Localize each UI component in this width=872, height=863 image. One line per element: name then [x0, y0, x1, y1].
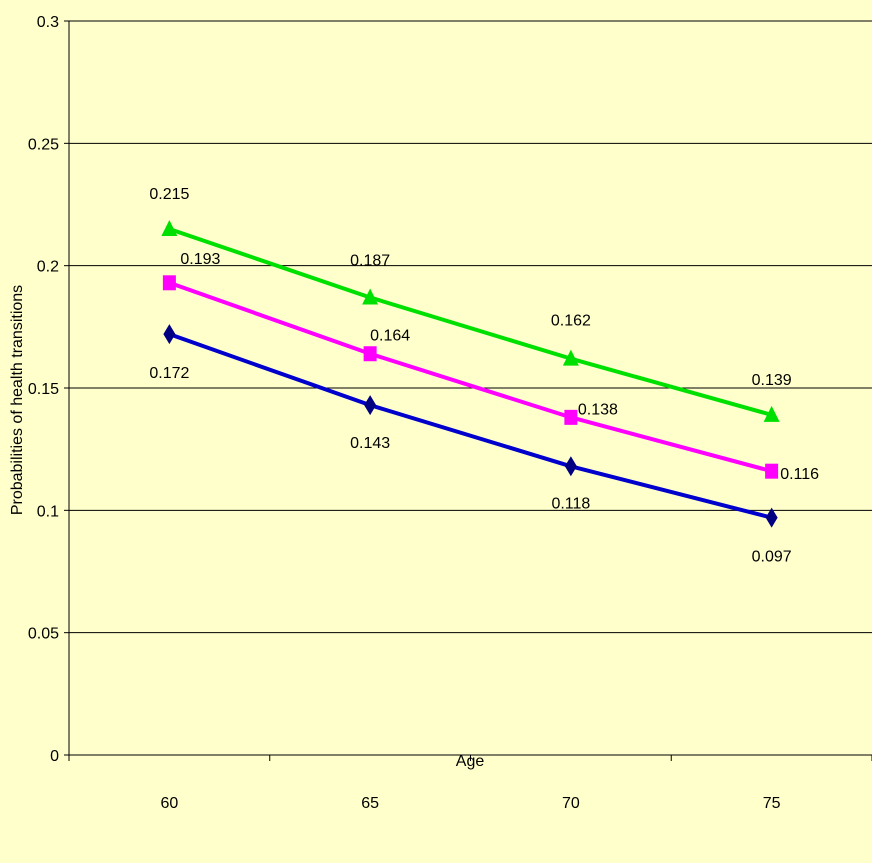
square-marker — [765, 463, 779, 479]
x-axis-title: Age — [456, 753, 485, 770]
y-tick-label: 0.15 — [28, 381, 59, 398]
data-label: 0.193 — [180, 251, 220, 268]
y-tick-label: 0.1 — [37, 503, 59, 520]
y-tick-label: 0.05 — [28, 626, 59, 643]
series-line — [168, 227, 773, 417]
data-label: 0.097 — [752, 549, 792, 566]
data-label: 0.139 — [752, 372, 792, 389]
data-label: 0.143 — [350, 435, 390, 452]
data-label: 0.164 — [370, 328, 410, 345]
data-label: 0.118 — [551, 495, 590, 512]
y-tick-label: 0.25 — [28, 136, 59, 153]
diamond-marker — [163, 324, 176, 345]
square-marker — [564, 409, 578, 425]
data-label: 0.116 — [780, 466, 819, 483]
x-tick-label: 60 — [160, 795, 178, 812]
x-tick-label: 65 — [361, 795, 379, 812]
data-label: 0.187 — [350, 252, 390, 269]
square-marker — [162, 275, 176, 291]
y-tick-label: 0.2 — [37, 259, 59, 276]
series-line — [168, 280, 773, 474]
diamond-marker — [364, 395, 377, 416]
x-tick-label: 70 — [562, 795, 580, 812]
triangle-marker — [763, 405, 780, 422]
triangle-marker — [161, 219, 178, 236]
y-tick-label: 0.3 — [37, 14, 59, 31]
data-label: 0.172 — [149, 365, 189, 382]
y-tick-label: 0 — [50, 748, 59, 765]
x-tick-label: 75 — [763, 795, 781, 812]
data-label: 0.162 — [551, 313, 591, 330]
diamond-marker — [765, 507, 778, 528]
triangle-marker — [362, 288, 379, 305]
triangle-marker — [562, 349, 579, 366]
series-line — [168, 332, 773, 520]
data-label: 0.138 — [578, 401, 618, 418]
data-label: 0.215 — [149, 186, 189, 203]
square-marker — [363, 346, 377, 362]
y-axis-title: Probabilities of health transitions — [9, 285, 26, 515]
diamond-marker — [564, 456, 577, 477]
